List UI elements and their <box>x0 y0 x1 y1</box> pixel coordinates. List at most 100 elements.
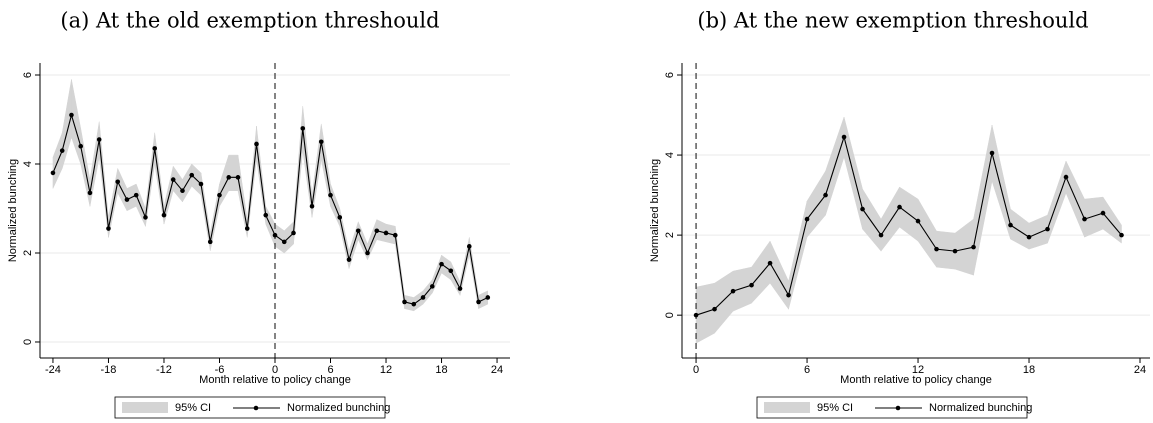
data-point <box>374 228 380 234</box>
ci-band <box>917 198 937 268</box>
y-tick-label: 0 <box>22 339 34 345</box>
x-tick-label: -24 <box>45 364 61 376</box>
y-tick-label: 6 <box>664 72 676 78</box>
y-tick-label: 0 <box>664 312 676 318</box>
data-point <box>161 212 167 218</box>
x-axis-title: Month relative to policy change <box>840 374 992 386</box>
legend-marker <box>253 405 259 411</box>
x-tick-label: -6 <box>215 364 225 376</box>
ci-band <box>880 186 900 252</box>
data-point <box>198 181 204 187</box>
x-tick-label: -18 <box>101 364 117 376</box>
ci-band <box>256 126 266 225</box>
data-point <box>749 282 754 288</box>
data-point <box>841 134 847 140</box>
data-point <box>189 172 195 178</box>
data-point <box>272 232 278 238</box>
data-point <box>878 232 884 238</box>
ci-band <box>751 240 771 304</box>
x-tick-label: 12 <box>380 364 392 376</box>
data-point <box>915 218 921 224</box>
data-point <box>429 284 435 289</box>
legend-label: 95% CI <box>817 402 853 414</box>
data-point <box>226 175 232 180</box>
data-point <box>860 206 865 212</box>
ci-band <box>769 241 789 310</box>
ci-band <box>172 165 183 203</box>
ci-band <box>954 218 974 276</box>
x-tick-label: 18 <box>1023 364 1035 376</box>
data-point <box>712 306 717 312</box>
ci-band <box>862 188 882 252</box>
data-point <box>383 230 389 236</box>
y-tick-label: 2 <box>664 232 676 238</box>
data-point <box>346 257 352 262</box>
data-point <box>87 190 93 196</box>
data-point <box>244 226 250 231</box>
x-axis-title: Month relative to policy change <box>199 374 351 386</box>
y-tick-label: 6 <box>22 72 34 78</box>
x-tick-label: 18 <box>435 364 447 376</box>
ci-band <box>61 79 72 169</box>
ci-band <box>1028 214 1048 250</box>
data-point <box>152 146 158 151</box>
data-point <box>281 239 287 245</box>
data-point <box>78 143 84 149</box>
data-point <box>69 112 74 118</box>
data-point <box>328 192 333 198</box>
legend-marker <box>895 405 901 411</box>
data-point <box>971 244 976 250</box>
ci-band <box>1102 196 1122 244</box>
data-point <box>402 299 407 305</box>
data-point <box>1045 226 1050 232</box>
x-tick-label: 24 <box>491 364 503 376</box>
data-point <box>1026 234 1032 240</box>
ci-band <box>806 170 826 238</box>
legend-label: Normalized bunching <box>287 402 390 414</box>
data-point <box>448 268 454 274</box>
data-point <box>786 292 791 298</box>
y-axis-title: Normalized bunching <box>649 159 661 262</box>
data-point <box>124 197 130 202</box>
ci-band <box>228 154 239 191</box>
data-point <box>457 286 463 291</box>
legend-label: Normalized bunching <box>929 402 1032 414</box>
data-point <box>1119 232 1124 238</box>
legend-swatch <box>764 402 810 413</box>
data-point <box>1063 174 1069 180</box>
x-tick-label: 6 <box>804 364 810 376</box>
data-point <box>952 248 958 254</box>
y-tick-label: 4 <box>22 161 34 167</box>
data-point <box>217 192 222 198</box>
data-point <box>411 301 417 307</box>
data-point <box>934 246 939 252</box>
legend-swatch <box>122 402 168 413</box>
ci-band <box>991 124 1011 240</box>
data-point <box>59 148 65 153</box>
x-tick-label: 24 <box>1134 364 1146 376</box>
data-point <box>235 175 241 180</box>
data-point <box>263 212 269 218</box>
data-point <box>1082 216 1087 222</box>
ci-band <box>732 266 752 312</box>
data-point <box>115 179 121 185</box>
data-point <box>309 203 315 209</box>
data-point <box>693 312 699 318</box>
chart-title: (b) At the new exemption threshould <box>697 9 1088 33</box>
data-point <box>365 250 370 256</box>
data-point <box>96 137 102 142</box>
ci-band <box>302 106 313 218</box>
data-point <box>439 261 444 267</box>
data-point <box>466 244 472 249</box>
data-point <box>291 230 296 236</box>
ci-band <box>1084 196 1104 238</box>
chart-title: (a) At the old exemption threshould <box>60 9 439 33</box>
data-point <box>730 288 736 294</box>
ci-band <box>695 282 715 344</box>
data-line <box>52 113 489 305</box>
data-point <box>170 177 176 182</box>
data-line <box>695 135 1122 316</box>
data-point <box>337 215 343 220</box>
data-point <box>767 260 773 266</box>
